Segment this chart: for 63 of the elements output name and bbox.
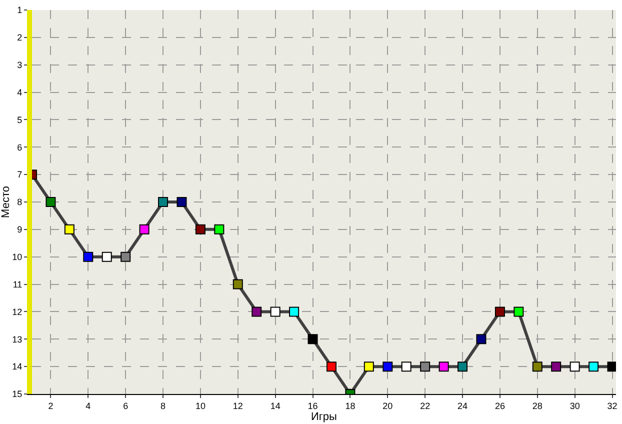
x-tick-label: 30 [570, 400, 580, 411]
point [120, 252, 131, 262]
y-tick-label: 2 [17, 32, 22, 43]
point [308, 334, 318, 344]
x-tick-label: 14 [270, 400, 280, 411]
point [401, 362, 412, 372]
y-tick-label: 13 [12, 334, 22, 344]
x-tick-label: 20 [382, 400, 393, 411]
y-tick-label: 14 [12, 362, 22, 372]
point [195, 224, 206, 234]
point [514, 306, 524, 317]
x-tick-label: 10 [195, 400, 206, 411]
y-tick-label: 5 [17, 114, 22, 125]
y-tick-label: 1 [17, 5, 22, 16]
y-tick-label: 8 [17, 197, 22, 208]
y-tick-label: 10 [12, 252, 22, 262]
point [139, 224, 150, 234]
y-tick-label: 11 [12, 279, 22, 290]
point [551, 362, 562, 372]
y-tick-label: 15 [12, 389, 22, 400]
y-axis-title: Место [0, 186, 12, 218]
point [382, 362, 393, 372]
y-tick-label: 7 [17, 170, 22, 180]
point [476, 334, 486, 344]
x-tick-label: 24 [458, 400, 468, 411]
point [64, 224, 74, 234]
y-tick-label: 12 [12, 306, 22, 317]
x-tick-label: 6 [123, 400, 128, 411]
y-tick-label: 6 [17, 142, 22, 152]
x-tick-label: 22 [420, 400, 430, 411]
point [438, 362, 449, 372]
x-tick-label: 26 [494, 400, 505, 411]
point [158, 197, 168, 207]
x-tick-label: 28 [532, 400, 542, 411]
x-axis-title: Игры [311, 411, 338, 423]
x-tick-label: 2 [48, 400, 54, 411]
point [289, 306, 300, 317]
point [420, 362, 430, 372]
x-tick-label: 4 [86, 400, 91, 411]
point [270, 306, 280, 317]
point [252, 306, 262, 317]
y-tick-label: 4 [17, 87, 22, 98]
point [83, 252, 94, 262]
x-tick-label: 12 [232, 400, 243, 411]
point [588, 362, 599, 372]
point [46, 197, 56, 207]
point [532, 362, 542, 372]
x-tick-label: 8 [160, 400, 166, 411]
point [458, 362, 468, 372]
point [214, 224, 224, 234]
point [364, 362, 374, 372]
x-tick-label: 16 [308, 400, 318, 411]
point [102, 252, 112, 262]
point [232, 279, 243, 290]
point [176, 197, 187, 207]
y-tick-label: 9 [17, 224, 22, 235]
x-tick-label: 18 [345, 400, 356, 411]
x-tick-label: 32 [607, 400, 618, 411]
point [494, 306, 505, 317]
point [326, 362, 336, 372]
point [570, 362, 580, 372]
y-tick-label: 3 [17, 60, 22, 70]
point [607, 362, 616, 372]
